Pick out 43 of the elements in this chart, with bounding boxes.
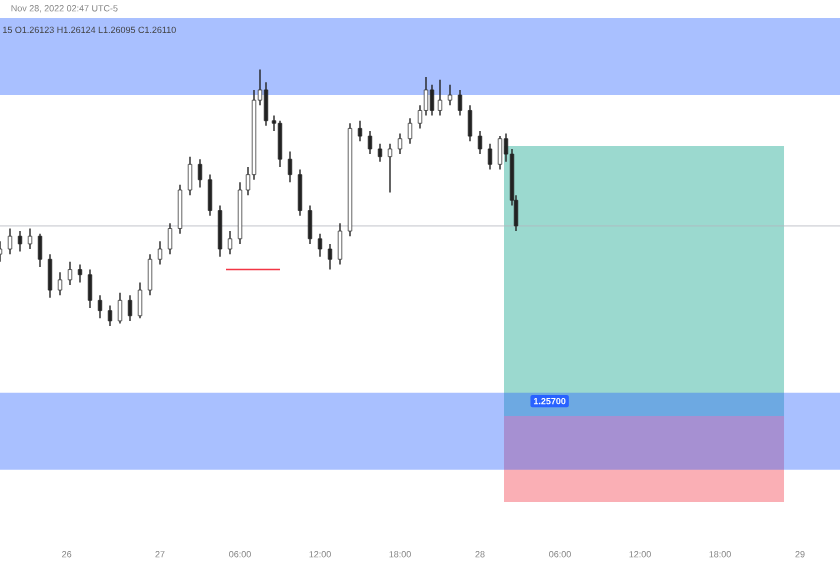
candlestick xyxy=(487,143,493,171)
candlestick xyxy=(429,84,435,117)
candlestick xyxy=(157,240,163,266)
candlestick xyxy=(167,222,173,255)
candlestick xyxy=(437,78,443,117)
candlestick xyxy=(197,158,203,189)
candlestick xyxy=(67,261,73,286)
candlestick xyxy=(457,89,463,117)
candlestick xyxy=(77,263,83,284)
candlestick xyxy=(287,150,293,183)
candlestick xyxy=(57,271,63,296)
candlestick xyxy=(7,227,13,255)
candlestick xyxy=(17,230,23,253)
candlestick xyxy=(357,120,363,142)
candlestick xyxy=(327,243,333,271)
candlestick xyxy=(497,135,503,171)
candlestick xyxy=(387,143,393,194)
candlestick xyxy=(297,168,303,217)
candlestick xyxy=(207,173,213,217)
candlestick xyxy=(367,130,373,155)
candlestick xyxy=(137,281,143,320)
candlestick xyxy=(187,155,193,196)
candlestick xyxy=(407,117,413,145)
candlestick xyxy=(447,84,453,107)
candlestick xyxy=(317,232,323,258)
candlestick xyxy=(217,204,223,258)
candlestick xyxy=(147,253,153,296)
candlestick xyxy=(107,304,113,327)
candlestick xyxy=(467,104,473,142)
candlestick xyxy=(127,294,133,322)
candlestick xyxy=(307,204,313,245)
candlestick xyxy=(337,222,343,266)
candlestick xyxy=(227,230,233,255)
candlestick xyxy=(27,227,33,250)
candlestick xyxy=(397,132,403,155)
candlestick xyxy=(87,268,93,309)
candlestick xyxy=(277,120,283,168)
candlestick xyxy=(117,291,123,325)
candlestick xyxy=(477,130,483,155)
candlestick xyxy=(177,184,183,235)
candlestick xyxy=(97,294,103,320)
candlestick xyxy=(37,232,43,268)
candlestick xyxy=(47,253,53,299)
